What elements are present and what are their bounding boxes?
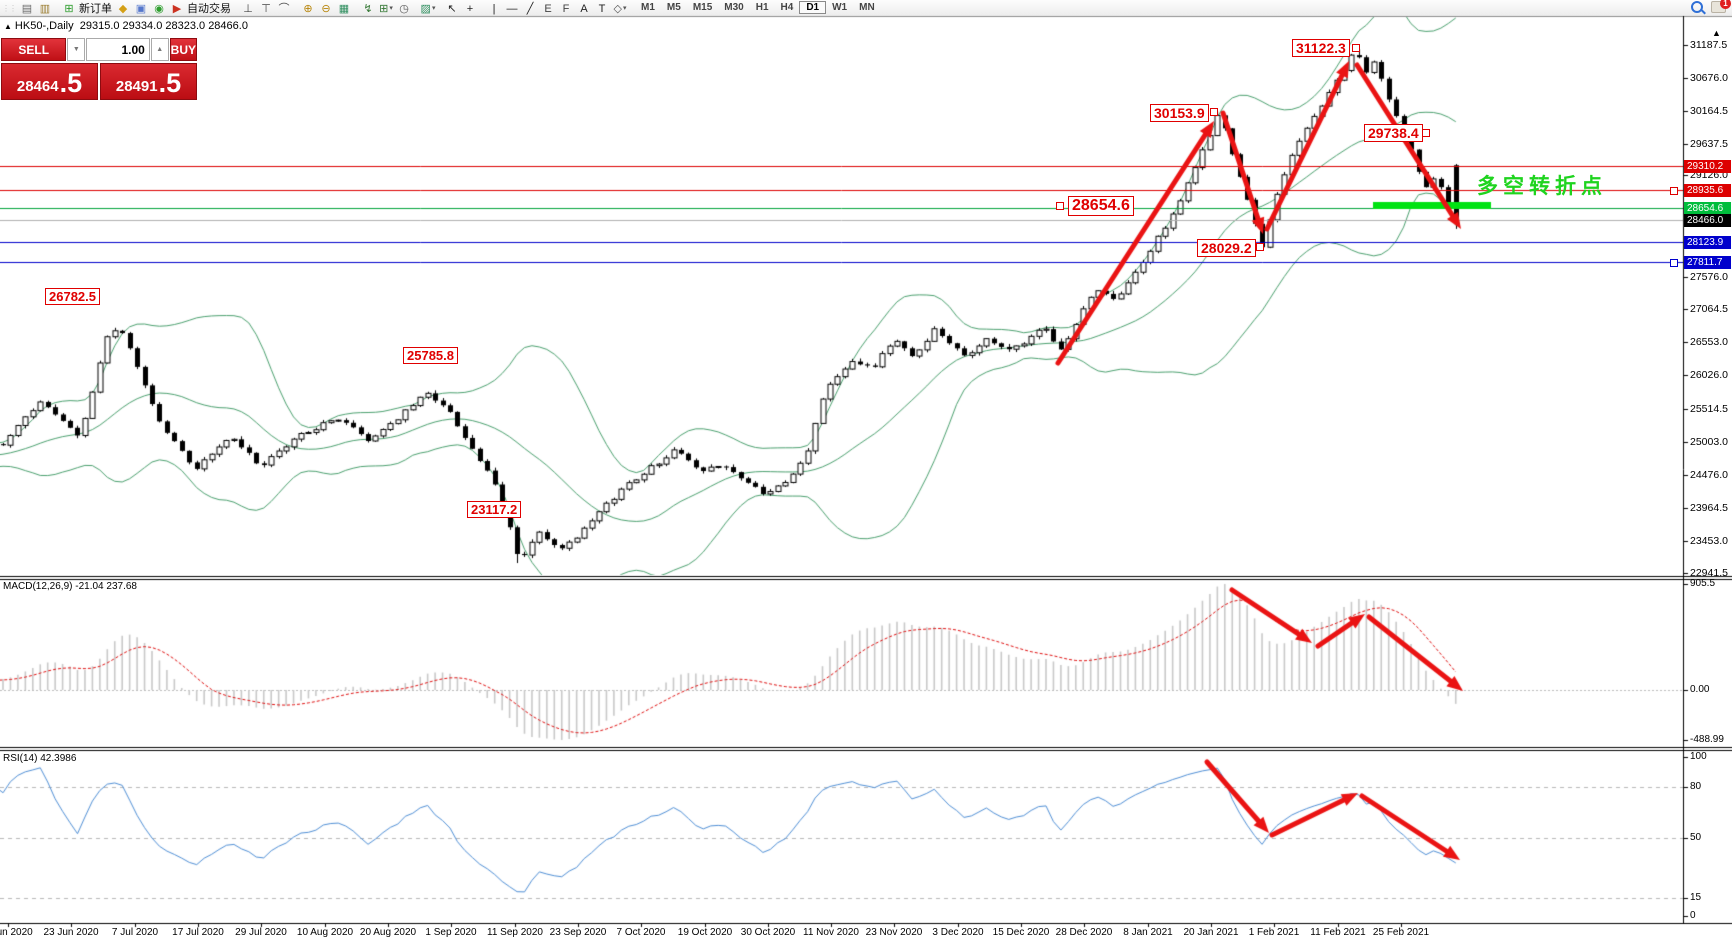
volume-input[interactable]: 1.00 [86,38,150,61]
date-axis-label: 15 Dec 2020 [992,927,1050,938]
date-axis-label: 3 Dec 2020 [932,927,984,938]
annotation-handle[interactable] [1256,243,1264,251]
one-click-trading-panel: SELL ▼ 1.00 ▲ BUY 28464 .5 28491 .5 [1,38,197,100]
price-annotation[interactable]: 31122.3 [1292,39,1350,57]
date-axis-label: 23 Jun 2020 [43,927,99,938]
date-axis-label: 25 Feb 2021 [1372,927,1430,938]
rsi-axis-tick: 80 [1690,781,1702,792]
price-axis-tick: 23964.5 [1690,502,1728,514]
date-axis-label: 17 Jul 2020 [172,927,224,938]
date-axis-label: 7 Jul 2020 [111,927,159,938]
rsi-axis-tick: 50 [1690,832,1702,843]
turning-point-note[interactable]: 多空转折点 [1477,175,1607,198]
date-axis-label: 10 Aug 2020 [296,927,354,938]
volume-decrease-button[interactable]: ▼ [67,38,86,61]
price-annotation[interactable]: 26782.5 [45,288,100,305]
buy-quote-main: 28491 [115,78,158,95]
sell-quote-button[interactable]: 28464 .5 [1,63,98,100]
date-axis-label: 19 Oct 2020 [677,927,733,938]
rsi-axis-tick: 100 [1690,751,1707,762]
date-axis-label: 23 Sep 2020 [549,927,607,938]
hline-handle[interactable] [1670,259,1678,267]
price-tag: 29310.2 [1684,159,1731,173]
rsi-axis-tick: 0 [1690,910,1696,921]
annotation-handle[interactable] [1352,44,1360,52]
price-axis-tick: 22941.5 [1690,567,1728,579]
date-axis-label: 30 Oct 2020 [740,927,796,938]
price-tag: 28935.6 [1684,183,1731,197]
price-annotation[interactable]: 25785.8 [403,347,458,364]
date-axis-label: 20 Aug 2020 [359,927,417,938]
buy-quote-button[interactable]: 28491 .5 [100,63,197,100]
date-axis-label: 1 Sep 2020 [425,927,477,938]
macd-axis-tick: -488.99 [1690,734,1724,745]
hline-handle[interactable] [1670,187,1678,195]
price-annotation[interactable]: 30153.9 [1150,104,1209,122]
price-tag: 28466.0 [1684,213,1731,227]
ohlc-readout: 29315.0 29334.0 28323.0 28466.0 [79,20,248,32]
date-axis-label: 8 Jan 2021 [1123,927,1173,938]
date-axis-label: 1 Jun 2020 [0,927,33,938]
annotation-handle[interactable] [1056,202,1064,210]
symbol-period-label: HK50-,Daily [14,20,74,32]
sell-button[interactable]: SELL [1,38,67,61]
annotation-handle[interactable] [1210,108,1218,116]
price-tag: 28123.9 [1684,235,1731,249]
macd-axis-tick: 905.5 [1690,578,1716,589]
date-axis-label: 23 Nov 2020 [865,927,923,938]
date-axis-label: 11 Feb 2021 [1310,927,1366,938]
date-axis-label: 1 Feb 2021 [1248,927,1300,938]
rsi-indicator-header: RSI(14) 42.3986 [3,753,77,764]
date-axis-label: 7 Oct 2020 [616,927,666,938]
sell-quote-main: 28464 [16,78,59,95]
price-axis-tick: 26553.0 [1690,336,1728,348]
price-axis-tick: 25514.5 [1690,403,1728,415]
price-annotation[interactable]: 28029.2 [1197,239,1256,257]
price-axis-tick: 27576.0 [1690,271,1728,283]
price-axis-tick: 26026.0 [1690,369,1728,381]
sell-quote-fraction: .5 [59,68,83,98]
rsi-axis-tick: 15 [1690,892,1702,903]
price-tag: 28654.6 [1684,201,1731,215]
date-axis-label: 11 Nov 2020 [803,927,859,938]
date-axis-label: 20 Jan 2021 [1183,927,1239,938]
one-click-collapse-icon[interactable]: ▲ [4,22,12,31]
price-tag: 27811.7 [1684,255,1731,269]
price-annotation[interactable]: 28654.6 [1068,196,1134,216]
price-axis-tick: 29637.5 [1690,138,1728,150]
price-axis-tick: 24476.0 [1690,469,1728,481]
price-scale-arrow-icon[interactable]: ▲ [1712,28,1721,38]
macd-indicator-header: MACD(12,26,9) -21.04 237.68 [3,581,137,592]
price-axis-tick: 23453.0 [1690,535,1728,547]
buy-quote-fraction: .5 [158,68,182,98]
price-axis-tick: 31187.5 [1690,39,1728,51]
date-axis-label: 28 Dec 2020 [1055,927,1113,938]
price-axis-tick: 30676.0 [1690,72,1728,84]
macd-axis-tick: 0.00 [1690,684,1710,695]
volume-increase-button[interactable]: ▲ [150,38,169,61]
annotation-handle[interactable] [1422,129,1430,137]
chart-symbol-info: ▲ HK50-,Daily 29315.0 29334.0 28323.0 284… [4,20,248,32]
date-axis-label: 29 Jul 2020 [235,927,287,938]
price-annotation[interactable]: 29738.4 [1364,124,1423,142]
date-axis-label: 11 Sep 2020 [487,927,543,938]
buy-button[interactable]: BUY [169,38,197,61]
price-axis-tick: 25003.0 [1690,436,1728,448]
price-axis-tick: 27064.5 [1690,303,1728,315]
price-axis-tick: 30164.5 [1690,105,1728,117]
price-annotation[interactable]: 23117.2 [467,501,522,518]
